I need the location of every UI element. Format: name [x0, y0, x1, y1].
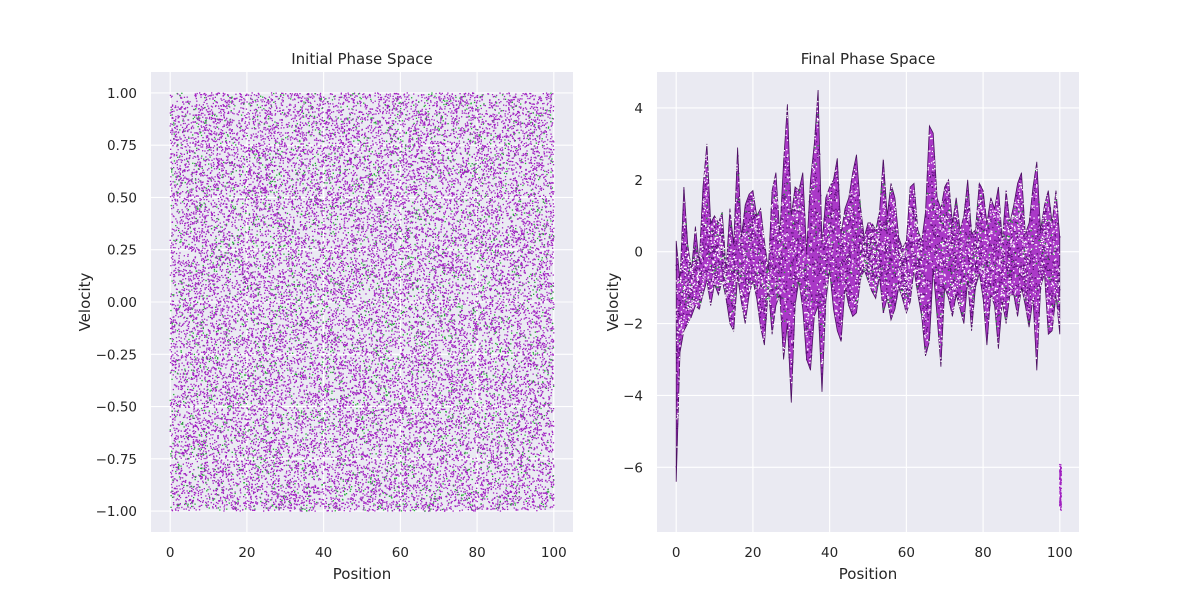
y-tick-label: −1.00 [96, 504, 137, 520]
y-tick-label: −2 [623, 317, 643, 333]
y-tick-label: 0.00 [107, 295, 137, 311]
initial-chart-title: Initial Phase Space [291, 50, 433, 68]
final-y-axis-label: Velocity [604, 272, 622, 331]
x-tick-label: 60 [898, 545, 915, 561]
y-tick-label: 4 [634, 101, 643, 117]
initial-y-axis-label: Velocity [76, 272, 94, 331]
x-tick-label: 40 [315, 545, 332, 561]
x-tick-label: 20 [238, 545, 255, 561]
x-tick-label: 100 [541, 545, 567, 561]
y-tick-label: 0.75 [107, 138, 137, 154]
x-tick-label: 80 [974, 545, 991, 561]
final-x-tick-labels: 0 20 40 60 80 100 [672, 545, 1073, 561]
x-tick-label: 80 [468, 545, 485, 561]
final-y-tick-labels: −6 −4 −2 0 2 4 [623, 101, 643, 476]
x-tick-label: 0 [672, 545, 681, 561]
x-tick-label: 100 [1047, 545, 1073, 561]
y-tick-label: 2 [634, 173, 643, 189]
initial-x-axis-label: Position [333, 565, 391, 583]
final-phase-space-plot: 0 20 40 60 80 100 −6 −4 −2 0 2 4 Final Phase Space… [604, 50, 1079, 583]
y-tick-label: 0 [634, 245, 643, 261]
y-tick-label: 1.00 [107, 86, 137, 102]
y-tick-label: −0.75 [96, 452, 137, 468]
x-tick-label: 60 [392, 545, 409, 561]
x-tick-label: 40 [821, 545, 838, 561]
y-tick-label: 0.25 [107, 243, 137, 259]
x-tick-label: 20 [744, 545, 761, 561]
initial-x-tick-labels: 0 20 40 60 80 100 [166, 545, 567, 561]
y-tick-label: −0.25 [96, 347, 137, 363]
final-x-axis-label: Position [839, 565, 897, 583]
y-tick-label: −0.50 [96, 400, 137, 416]
initial-phase-space-plot: 0 20 40 60 80 100 −1.00 −0.75 −0.50 −0.25 0.00 0.2… [76, 50, 573, 583]
y-tick-label: 0.50 [107, 190, 137, 206]
initial-y-tick-labels: −1.00 −0.75 −0.50 −0.25 0.00 0.25 0.50 0.75 1.00 [96, 86, 137, 520]
y-tick-label: −4 [623, 388, 643, 404]
y-tick-label: −6 [623, 460, 643, 476]
x-tick-label: 0 [166, 545, 175, 561]
final-chart-title: Final Phase Space [801, 50, 936, 68]
